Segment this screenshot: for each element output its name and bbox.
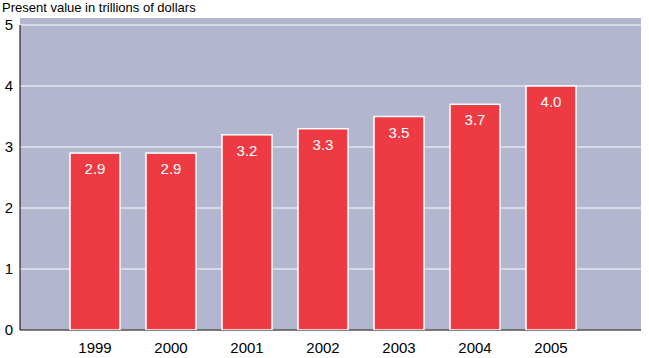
x-tick-label: 2005 (534, 339, 567, 356)
data-label: 3.2 (237, 142, 258, 159)
data-label: 4.0 (541, 93, 562, 110)
x-tick-label: 2003 (382, 339, 415, 356)
data-label: 2.9 (85, 160, 106, 177)
y-tick-label: 3 (5, 138, 13, 155)
x-tick-label: 2001 (230, 339, 263, 356)
data-label: 3.5 (389, 124, 410, 141)
y-tick-label: 0 (5, 321, 13, 338)
data-label: 3.3 (313, 136, 334, 153)
bar (374, 117, 424, 331)
y-tick-label: 5 (5, 16, 13, 33)
y-tick-label: 2 (5, 199, 13, 216)
y-axis-label: Present value in trillions of dollars (2, 0, 196, 15)
x-tick-label: 1999 (78, 339, 111, 356)
data-label: 3.7 (465, 111, 486, 128)
bar (222, 135, 272, 330)
x-tick-label: 2000 (154, 339, 187, 356)
bar (450, 104, 500, 330)
plot-area (20, 18, 641, 330)
bar (526, 86, 576, 330)
bar (298, 129, 348, 330)
data-label: 2.9 (161, 160, 182, 177)
bar (146, 153, 196, 330)
grid-line (20, 25, 641, 26)
y-axis (20, 25, 21, 330)
y-tick-label: 1 (5, 260, 13, 277)
bars (70, 86, 576, 330)
y-tick-label: 4 (5, 77, 13, 94)
bar (70, 153, 120, 330)
x-tick-label: 2004 (458, 339, 491, 356)
chart: 0 1 2 3 4 5Present value in trillions of doll… (0, 0, 649, 358)
x-tick-label: 2002 (306, 339, 339, 356)
